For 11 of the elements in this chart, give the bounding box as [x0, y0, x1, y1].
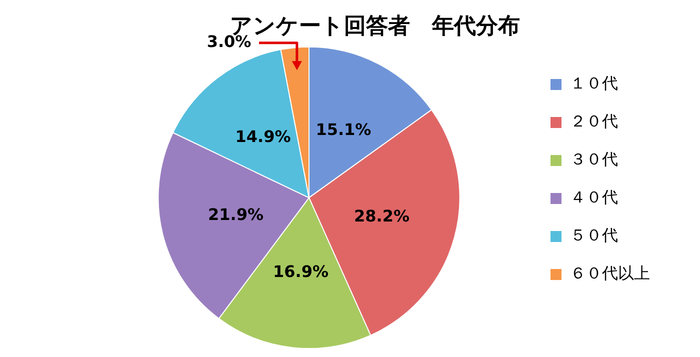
legend-label: ４０代 — [570, 188, 618, 207]
data-label: 16.9% — [272, 262, 328, 281]
data-label: 15.1% — [316, 120, 372, 139]
legend-label: ２０代 — [570, 112, 618, 131]
data-label: 28.2% — [354, 206, 410, 226]
data-label: 21.9% — [208, 204, 264, 224]
legend-label: ５０代 — [570, 226, 618, 245]
legend-label: １０代 — [570, 74, 618, 93]
legend-label: ３０代 — [570, 150, 618, 169]
data-label: 14.9% — [235, 127, 291, 146]
legend-label: ６０代以上 — [570, 264, 650, 283]
